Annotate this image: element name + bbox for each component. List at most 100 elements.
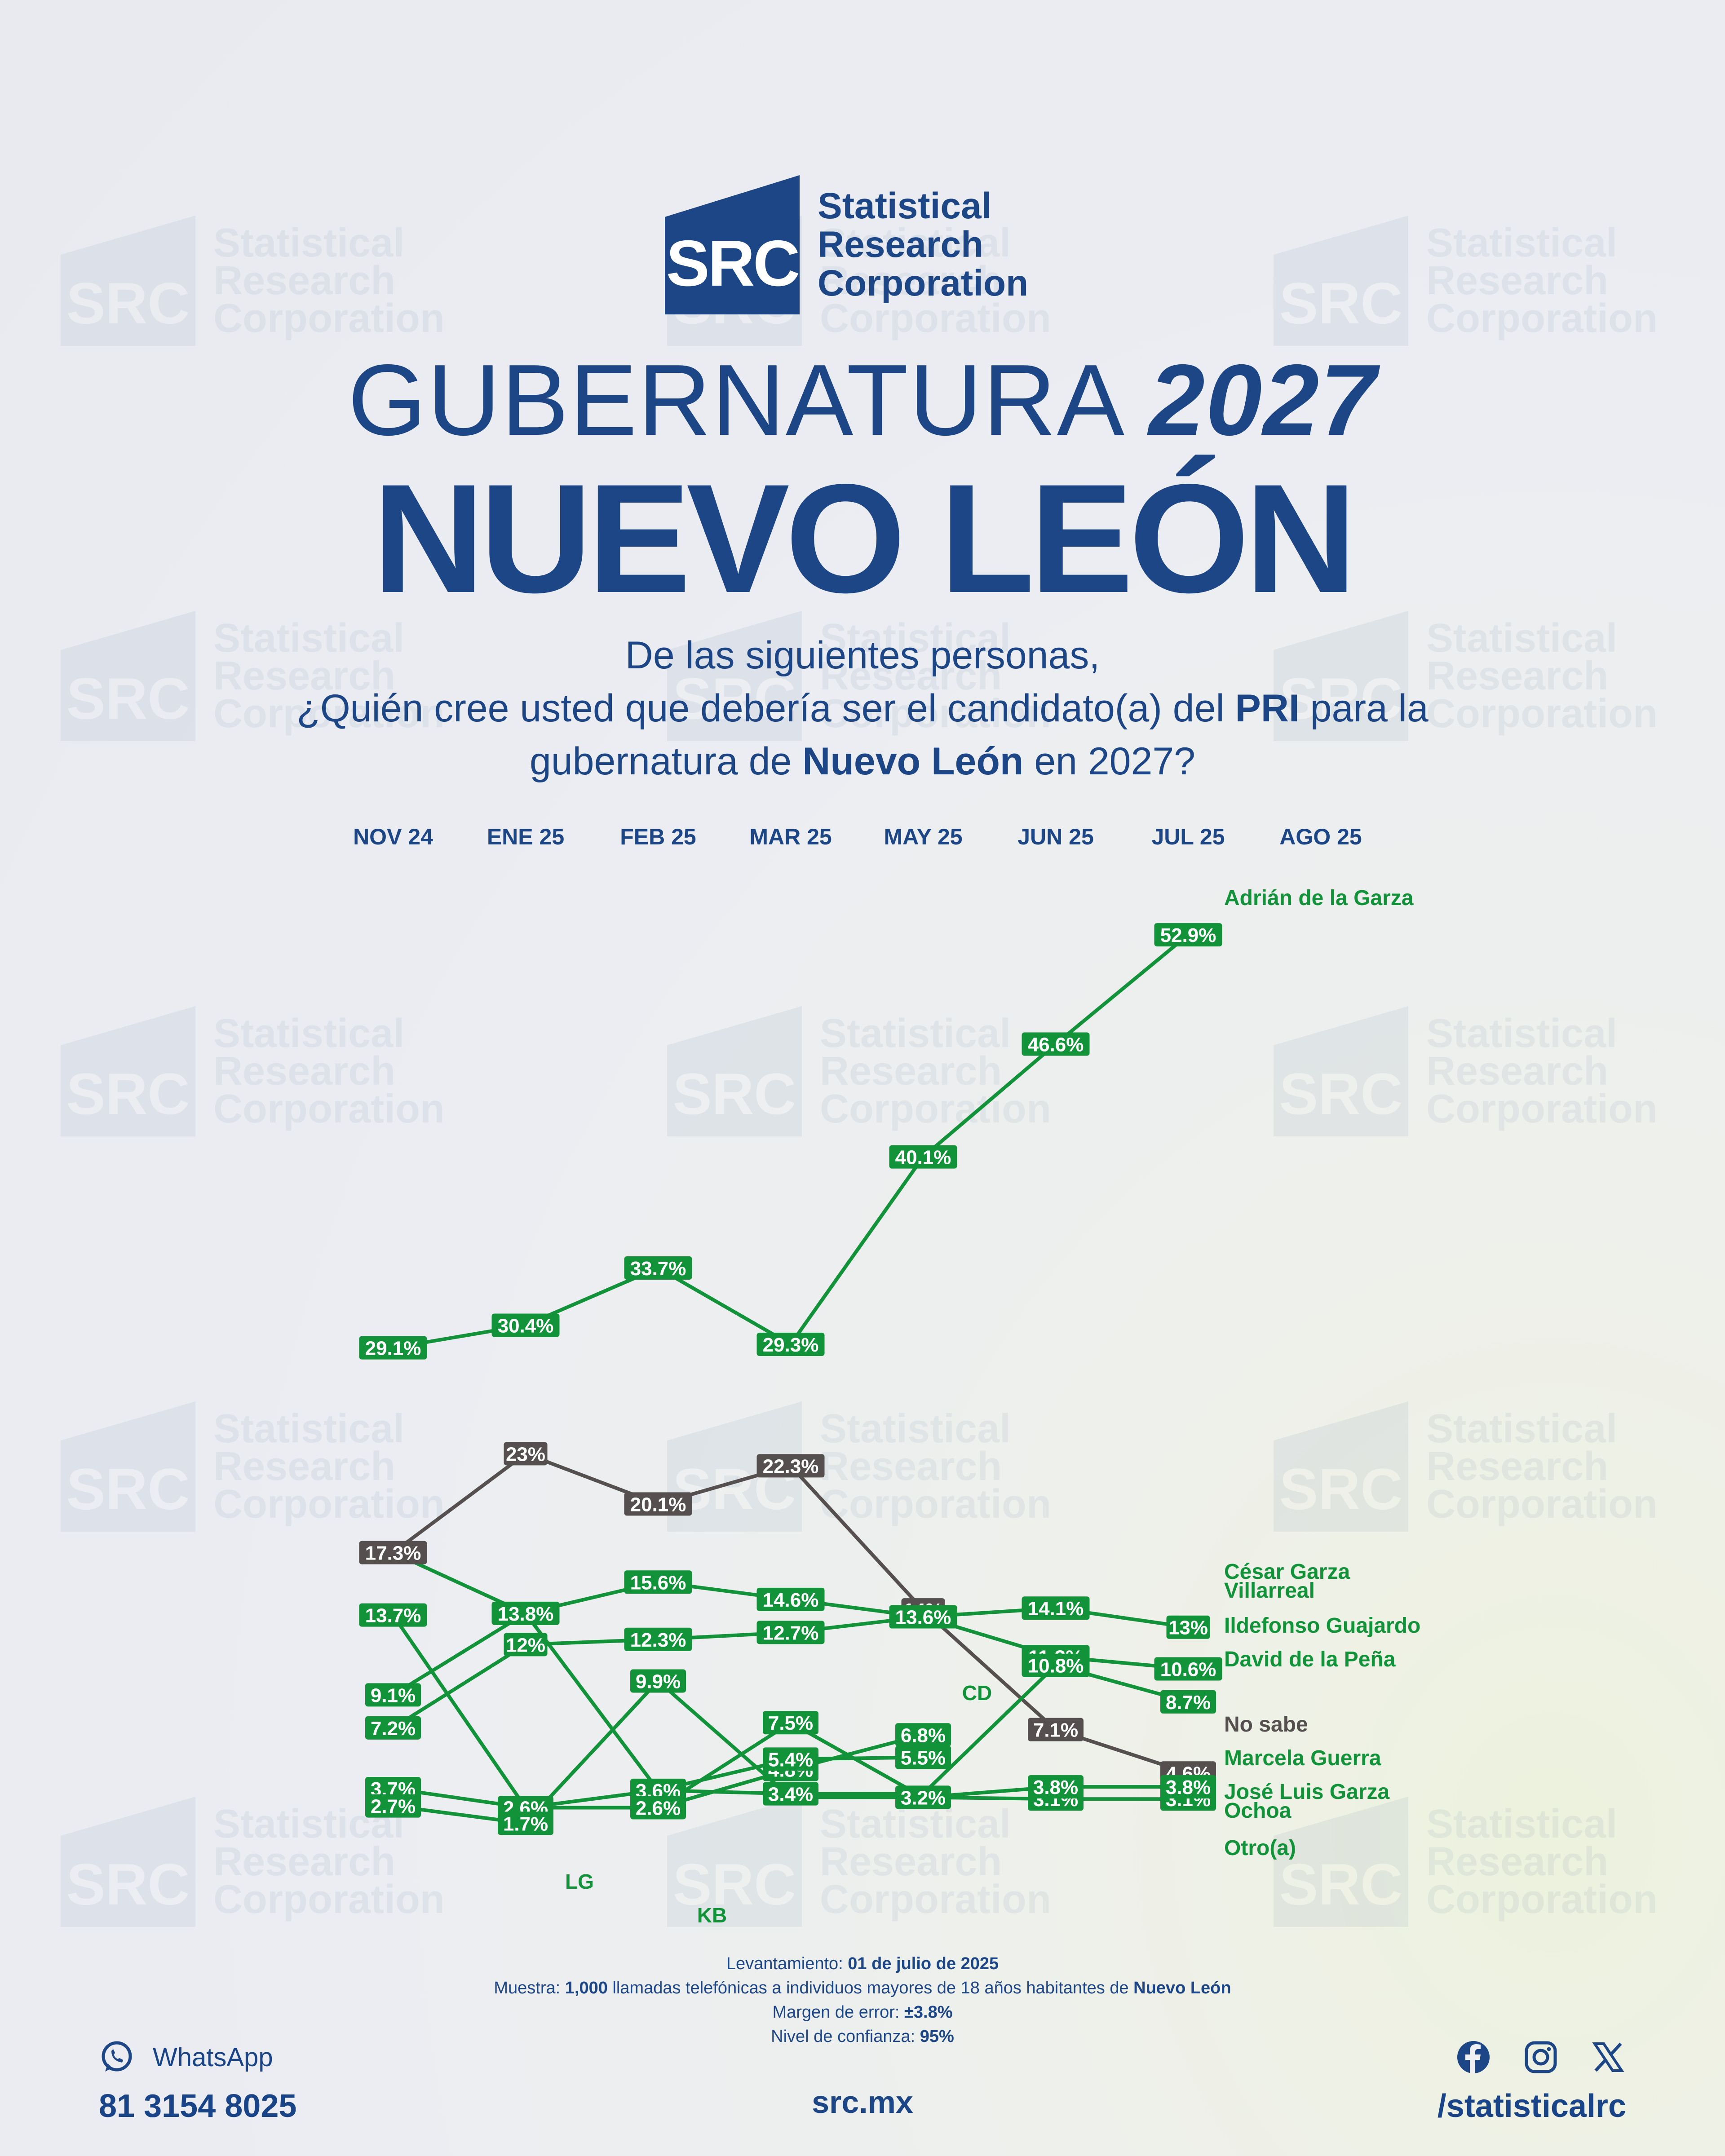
data-label: 29.1% — [365, 1338, 421, 1360]
n2a: Muestra: — [494, 1979, 565, 1997]
watermark-text: Statistical Research Corporation — [820, 616, 1051, 736]
data-label: 5.4% — [768, 1749, 813, 1771]
n1b: 01 de julio de 2025 — [848, 1954, 999, 1973]
x-tick-label: AGO 25 — [1279, 824, 1362, 849]
data-label-bg — [763, 1747, 818, 1771]
data-label: 46.6% — [1028, 1034, 1084, 1056]
data-label-bg — [756, 1587, 825, 1611]
methodology-notes: Levantamiento: 01 de julio de 2025 Muest… — [0, 1952, 1725, 2049]
data-label: 52.9% — [1160, 924, 1216, 946]
whatsapp-contact[interactable]: WhatsApp 81 3154 8025 — [99, 2039, 296, 2125]
series-line — [393, 933, 1190, 1350]
data-label-bg — [624, 1570, 692, 1594]
data-label: 33.7% — [630, 1258, 686, 1280]
data-label-bg — [1028, 1718, 1084, 1741]
data-label: 2.7% — [371, 1796, 416, 1818]
annotation-label: CD — [962, 1681, 992, 1705]
website-link[interactable]: src.mx — [812, 2085, 913, 2120]
note-fieldwork: Levantamiento: 01 de julio de 2025 — [0, 1952, 1725, 1976]
survey-question: De las siguientes personas, ¿Quién cree … — [0, 629, 1725, 788]
legend-label: Marcela Guerra — [1224, 1746, 1381, 1770]
data-label-bg — [1166, 1615, 1210, 1639]
data-label-bg — [365, 1716, 421, 1740]
watermark-mark: SRC — [1274, 1797, 1408, 1927]
data-label-bg — [1022, 1596, 1090, 1620]
n4a: Nivel de confianza: — [771, 2027, 920, 2046]
n3b: ±3.8% — [904, 2003, 953, 2022]
q2b: PRI — [1235, 687, 1300, 730]
data-label-bg — [504, 1633, 548, 1657]
annotation-label: KB — [697, 1904, 727, 1927]
data-label-bg — [889, 1145, 957, 1169]
question-line1: De las siguientes personas, — [625, 634, 1100, 677]
data-label-bg — [763, 1782, 818, 1806]
title-light: GUBERNATURA — [348, 343, 1149, 456]
data-label-bg — [491, 1313, 560, 1337]
legend-label: José Luis Garza — [1224, 1780, 1389, 1804]
data-label: 14.6% — [763, 1589, 819, 1611]
watermark-text: Statistical Research Corporation — [820, 1406, 1051, 1527]
data-label: 12.3% — [630, 1629, 686, 1651]
data-label: 29.3% — [763, 1334, 819, 1356]
question-line3: gubernatura de Nuevo León en 2027? — [0, 735, 1725, 788]
watermark-text: Statistical Research Corporation — [1426, 616, 1658, 736]
watermark-text: Statistical Research Corporation — [820, 1802, 1051, 1922]
watermark-text: Statistical Research Corporation — [1426, 1802, 1658, 1922]
data-label-bg — [756, 1621, 825, 1644]
data-label-bg — [365, 1683, 421, 1707]
watermark-mark: SRC — [61, 1401, 195, 1532]
data-label-bg — [1160, 1775, 1216, 1799]
data-label: 3.8% — [1033, 1776, 1078, 1798]
watermark-text: Statistical Research Corporation — [213, 1406, 445, 1527]
data-label: 9.1% — [371, 1684, 416, 1706]
whatsapp-icon[interactable] — [99, 2039, 135, 2075]
data-label-bg — [491, 1601, 560, 1625]
x-tick-label: MAY 25 — [884, 824, 962, 849]
whatsapp-row[interactable]: WhatsApp — [99, 2039, 296, 2075]
question-line2: ¿Quién cree usted que debería ser el can… — [0, 682, 1725, 735]
whatsapp-label[interactable]: WhatsApp — [153, 2042, 273, 2072]
data-label: 3.8% — [1166, 1776, 1211, 1798]
phone-number[interactable]: 81 3154 8025 — [99, 2088, 297, 2124]
watermark-text: Statistical Research Corporation — [213, 616, 445, 736]
n2c: llamadas telefónicas a individuos mayore… — [607, 1979, 1134, 1997]
data-label: 10.6% — [1160, 1658, 1216, 1680]
data-label: 7.5% — [768, 1712, 813, 1734]
q2c: para la — [1299, 687, 1429, 730]
data-label: 13% — [1168, 1617, 1208, 1639]
watermark-text: Statistical Research Corporation — [213, 1802, 445, 1922]
watermark-text: Statistical Research Corporation — [820, 1011, 1051, 1131]
instagram-icon[interactable] — [1523, 2039, 1559, 2075]
logo-name-line2: Research — [818, 224, 984, 265]
data-label: 7.2% — [371, 1718, 416, 1740]
annotation-label: LG — [565, 1870, 594, 1893]
data-label: 12% — [506, 1634, 545, 1656]
social-handle[interactable]: /statisticalrc — [1437, 2088, 1626, 2124]
data-label-bg — [359, 1541, 427, 1564]
data-label: 23% — [506, 1443, 545, 1465]
logo-name-line1: Statistical — [818, 186, 992, 226]
data-label-bg — [895, 1785, 951, 1809]
data-label-bg — [630, 1669, 686, 1693]
facebook-icon[interactable] — [1455, 2039, 1491, 2075]
legend-label: David de la Peña — [1224, 1648, 1396, 1671]
data-label-bg — [624, 1492, 692, 1516]
watermark-text: Statistical Research Corporation — [1426, 1406, 1658, 1527]
legend-label: César Garza — [1224, 1560, 1350, 1584]
data-label-bg — [895, 1723, 951, 1747]
x-icon[interactable] — [1590, 2039, 1626, 2075]
watermark-mark: SRC — [61, 1006, 195, 1136]
data-label-bg — [763, 1711, 818, 1735]
x-tick-label: JUL 25 — [1151, 824, 1225, 849]
data-label: 2.6% — [636, 1798, 681, 1820]
n3a: Margen de error: — [772, 2003, 905, 2022]
data-label: 22.3% — [763, 1455, 819, 1477]
data-label: 15.6% — [630, 1572, 686, 1594]
data-label-bg — [504, 1442, 548, 1466]
